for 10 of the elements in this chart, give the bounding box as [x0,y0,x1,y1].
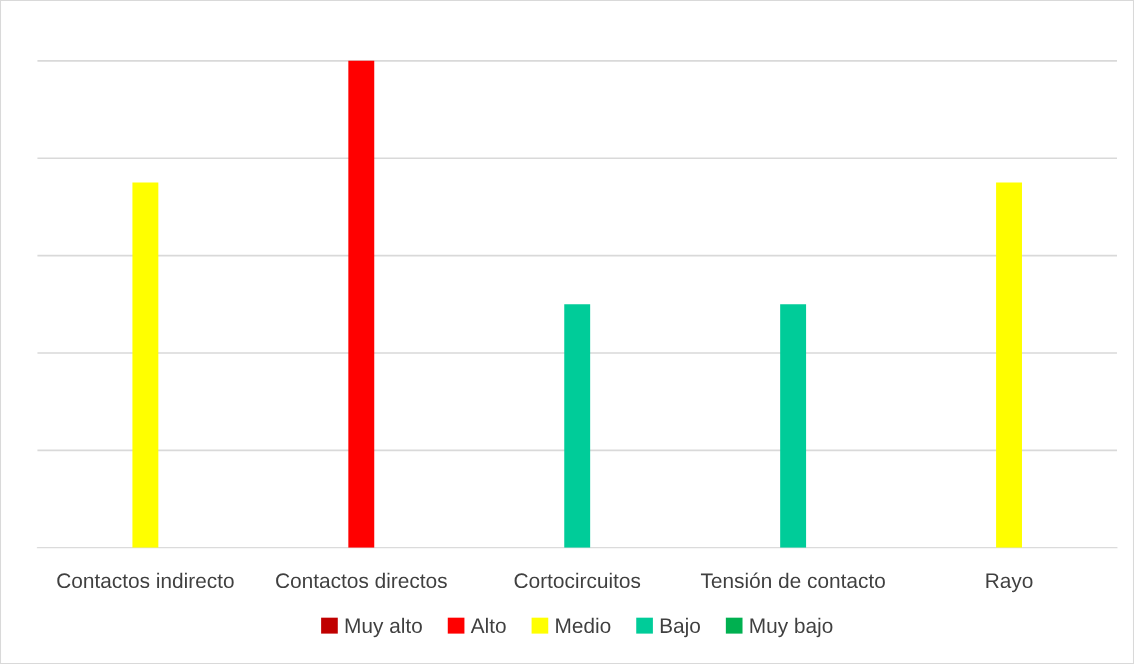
legend-label: Bajo [660,617,700,638]
x-tick-label: Cortocircuitos [514,572,641,589]
legend-label: Alto [470,617,506,634]
legend-label: Medio [556,617,611,634]
x-tick-label: Tensión de contacto [700,572,885,589]
x-tick-label: Contactos directos [276,572,447,589]
x-tick-label: Contactos indirecto [57,572,234,589]
legend-label: Muy alto [345,617,422,638]
x-tick-label: Rayo [986,573,1033,593]
legend-label: Muy bajo [750,617,833,638]
